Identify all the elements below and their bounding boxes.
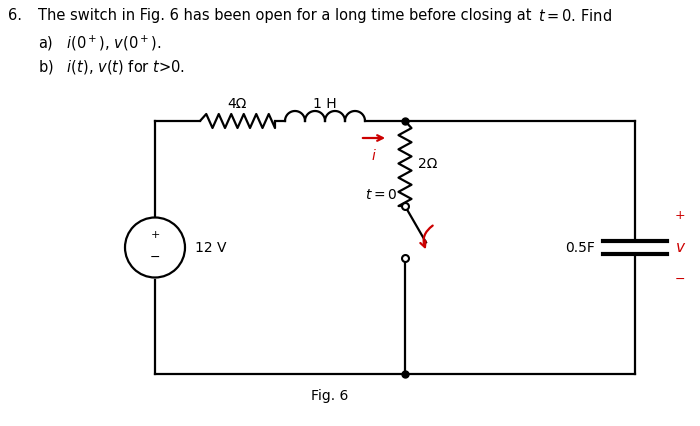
Text: +: + xyxy=(675,209,685,222)
Text: b)   $i(t)$, $v(t)$ for $t$>0.: b) $i(t)$, $v(t)$ for $t$>0. xyxy=(38,58,185,76)
Text: $t = 0$: $t = 0$ xyxy=(365,188,397,202)
Text: Fig. 6: Fig. 6 xyxy=(312,389,349,403)
Text: a)   $i(0^+)$, $v(0^+)$.: a) $i(0^+)$, $v(0^+)$. xyxy=(38,34,162,53)
Text: +: + xyxy=(150,230,160,239)
Text: −: − xyxy=(675,273,685,286)
Text: 12 V: 12 V xyxy=(195,241,227,254)
Text: 6.: 6. xyxy=(8,8,22,23)
Text: −: − xyxy=(150,251,160,264)
Text: 0.5F: 0.5F xyxy=(565,241,595,254)
Text: $t = 0$. Find: $t = 0$. Find xyxy=(538,8,612,24)
Text: 4Ω: 4Ω xyxy=(228,97,247,111)
Text: The switch in Fig. 6 has been open for a long time before closing at: The switch in Fig. 6 has been open for a… xyxy=(38,8,540,23)
Text: $v$: $v$ xyxy=(675,240,686,255)
Text: 2Ω: 2Ω xyxy=(418,156,438,170)
Text: 1 H: 1 H xyxy=(313,97,337,111)
Text: $i$: $i$ xyxy=(371,148,377,163)
